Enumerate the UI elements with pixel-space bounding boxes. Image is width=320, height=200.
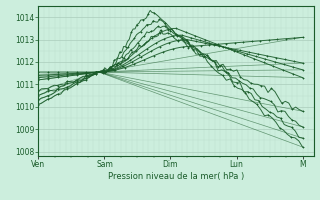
- X-axis label: Pression niveau de la mer( hPa ): Pression niveau de la mer( hPa ): [108, 172, 244, 181]
